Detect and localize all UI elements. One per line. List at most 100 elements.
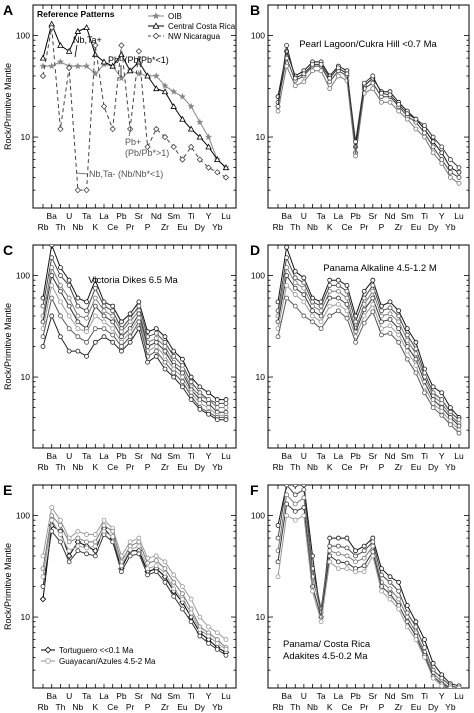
data-point: [75, 303, 81, 309]
data-point: [127, 539, 133, 545]
data-point: [206, 397, 211, 402]
x-tick-label: Sr: [135, 691, 144, 701]
data-point: [327, 295, 333, 301]
data-point: [205, 143, 212, 150]
data-point: [39, 72, 47, 80]
x-tick-label: U: [66, 211, 72, 221]
data-point: [301, 275, 307, 281]
data-point: [370, 539, 376, 545]
series-line: [277, 514, 459, 688]
x-tick-label: Zr: [395, 462, 403, 472]
data-point: [292, 292, 298, 297]
data-point: [447, 165, 453, 171]
data-point: [422, 134, 427, 140]
x-tick-label: Rb: [38, 702, 49, 712]
y-axis-title: Rock/Primitive Mantle: [3, 303, 13, 390]
data-point: [370, 86, 376, 92]
data-point: [40, 584, 46, 589]
data-point: [335, 65, 341, 71]
x-tick-label: Th: [290, 222, 300, 232]
data-point: [387, 311, 393, 317]
data-point: [301, 79, 307, 85]
data-point: [447, 405, 453, 411]
x-tick-label: La: [334, 451, 344, 461]
data-point: [439, 150, 445, 156]
data-point: [370, 277, 376, 283]
data-point: [188, 397, 194, 402]
data-point: [353, 339, 358, 345]
x-tick-label: Y: [206, 691, 212, 701]
data-point: [284, 485, 290, 488]
data-point: [335, 308, 341, 314]
data-point: [404, 624, 410, 630]
data-point: [439, 144, 445, 150]
plot-area: [39, 20, 230, 194]
data-point: [179, 156, 186, 163]
data-point: [206, 390, 211, 396]
data-point: [162, 348, 168, 354]
data-point: [109, 125, 116, 133]
x-tick-label: Sm: [167, 691, 180, 701]
data-point: [49, 282, 55, 288]
x-tick-label: Zr: [161, 462, 169, 472]
data-point: [214, 630, 220, 636]
data-point: [171, 586, 177, 592]
data-point: [310, 588, 315, 594]
data-point: [292, 485, 298, 488]
data-point: [275, 334, 281, 340]
x-tick-label: Rb: [273, 702, 284, 712]
data-point: [153, 553, 159, 559]
x-tick-label: Dy: [428, 462, 439, 472]
data-point: [301, 280, 307, 286]
data-point: [206, 411, 211, 417]
data-point: [75, 319, 81, 325]
data-point: [58, 299, 63, 305]
data-point: [456, 165, 462, 171]
x-tick-label: Eu: [411, 222, 422, 232]
series-line: [277, 49, 460, 173]
x-tick-label: P: [145, 702, 151, 712]
data-point: [58, 273, 63, 278]
data-point: [92, 313, 98, 319]
data-point: [206, 405, 211, 411]
data-point: [188, 596, 194, 602]
data-point: [439, 412, 445, 418]
x-tick-label: K: [92, 462, 98, 472]
legend-marker: [152, 22, 160, 29]
data-point: [83, 186, 90, 194]
plot-area: [275, 42, 462, 186]
data-point: [430, 150, 436, 156]
series-line: [277, 274, 460, 427]
data-point: [413, 370, 419, 376]
x-tick-label: Ti: [421, 691, 428, 701]
x-tick-label: Yb: [212, 462, 223, 472]
data-point: [49, 505, 55, 510]
legend-label: Central Costa Rica: [168, 22, 236, 31]
x-tick-label: K: [327, 702, 333, 712]
data-point: [422, 384, 427, 390]
x-tick-label: Nb: [72, 462, 83, 472]
data-point: [430, 405, 436, 411]
data-point: [110, 339, 116, 345]
data-point: [91, 70, 99, 77]
data-point: [110, 319, 116, 325]
x-tick-label: Pr: [360, 702, 369, 712]
x-tick-label: U: [301, 451, 307, 461]
x-tick-label: Yb: [445, 222, 456, 232]
data-point: [153, 339, 159, 345]
data-point: [413, 624, 419, 630]
data-point: [92, 295, 98, 301]
data-point: [110, 308, 116, 314]
data-point: [162, 359, 168, 365]
data-point: [413, 116, 419, 122]
data-point: [370, 73, 376, 79]
annotation-arrow: [74, 44, 78, 58]
data-point: [170, 143, 177, 151]
data-point: [171, 593, 177, 599]
data-point: [370, 553, 376, 559]
data-point: [119, 344, 124, 349]
panel-b: B 10 100 Ba U Ta La Pb Sr Nd Sm Ti Y Lu Rb Th Nb K Ce Pr P Zr…: [250, 2, 470, 232]
x-tick-label: P: [379, 462, 385, 472]
data-point: [171, 579, 177, 585]
data-point: [101, 528, 107, 534]
